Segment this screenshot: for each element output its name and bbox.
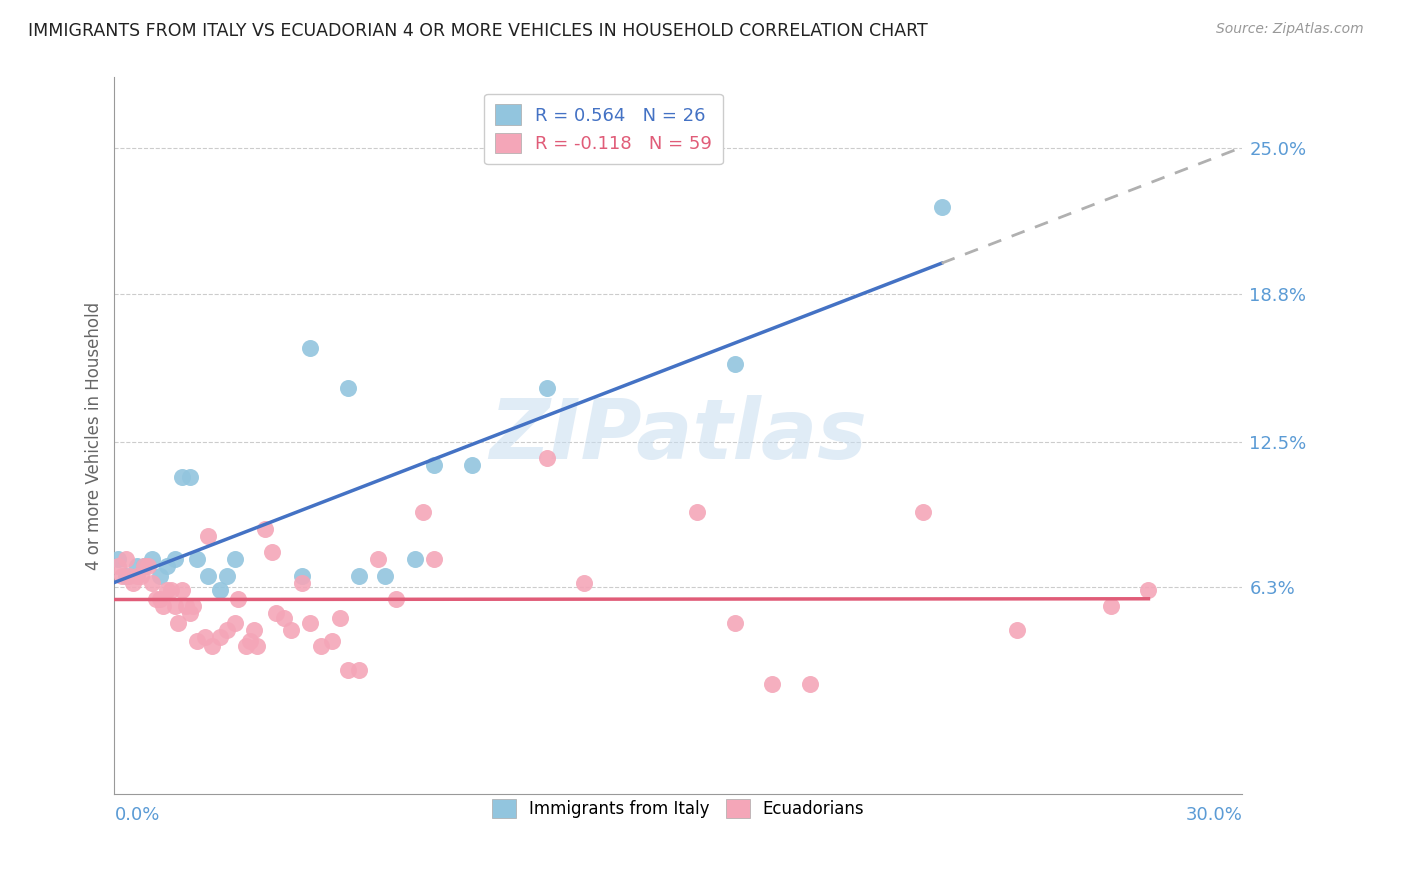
Point <box>208 582 231 597</box>
Point <box>118 568 141 582</box>
Point <box>163 599 186 613</box>
Point <box>186 634 208 648</box>
Legend: Immigrants from Italy, Ecuadorians: Immigrants from Italy, Ecuadorians <box>485 792 872 825</box>
Point <box>412 505 434 519</box>
Point <box>201 639 224 653</box>
Point <box>156 582 179 597</box>
Point <box>179 606 201 620</box>
Point <box>152 599 174 613</box>
Point <box>134 559 156 574</box>
Point <box>253 522 276 536</box>
Point <box>686 505 709 519</box>
Point <box>194 630 217 644</box>
Point <box>174 599 197 613</box>
Point <box>262 545 284 559</box>
Point <box>321 634 343 648</box>
Point <box>167 615 190 630</box>
Point <box>239 634 262 648</box>
Point <box>111 568 134 582</box>
Point <box>217 568 239 582</box>
Point <box>156 559 179 574</box>
Point <box>246 639 269 653</box>
Point <box>183 599 205 613</box>
Point <box>309 639 332 653</box>
Point <box>536 380 558 394</box>
Point <box>761 676 783 690</box>
Point <box>724 357 747 371</box>
Point <box>141 575 163 590</box>
Point <box>148 592 170 607</box>
Point <box>208 630 231 644</box>
Point <box>336 663 359 677</box>
Point <box>724 615 747 630</box>
Point <box>163 552 186 566</box>
Point <box>911 505 934 519</box>
Point <box>228 592 250 607</box>
Point <box>347 663 370 677</box>
Point <box>1099 599 1122 613</box>
Point <box>264 606 287 620</box>
Point <box>186 552 208 566</box>
Point <box>129 568 152 582</box>
Point <box>224 615 246 630</box>
Point <box>799 676 821 690</box>
Point <box>336 380 359 394</box>
Point <box>107 559 129 574</box>
Text: ZIPatlas: ZIPatlas <box>489 395 868 476</box>
Point <box>172 470 194 484</box>
Point <box>125 559 148 574</box>
Point <box>273 611 295 625</box>
Point <box>125 568 148 582</box>
Point <box>931 200 953 214</box>
Point <box>423 458 446 472</box>
Point <box>536 451 558 466</box>
Point <box>329 611 352 625</box>
Point <box>291 575 314 590</box>
Point <box>298 341 321 355</box>
Point <box>197 528 219 542</box>
Text: IMMIGRANTS FROM ITALY VS ECUADORIAN 4 OR MORE VEHICLES IN HOUSEHOLD CORRELATION : IMMIGRANTS FROM ITALY VS ECUADORIAN 4 OR… <box>28 22 928 40</box>
Point <box>134 559 156 574</box>
Point <box>224 552 246 566</box>
Text: 0.0%: 0.0% <box>114 805 160 824</box>
Y-axis label: 4 or more Vehicles in Household: 4 or more Vehicles in Household <box>86 301 103 570</box>
Point <box>385 592 408 607</box>
Point <box>145 592 167 607</box>
Point <box>404 552 426 566</box>
Point <box>141 552 163 566</box>
Point <box>114 552 136 566</box>
Point <box>291 568 314 582</box>
Point <box>114 568 136 582</box>
Point <box>423 552 446 566</box>
Point <box>460 458 482 472</box>
Point <box>107 552 129 566</box>
Point <box>122 575 145 590</box>
Point <box>242 623 264 637</box>
Point <box>148 568 170 582</box>
Point <box>298 615 321 630</box>
Point <box>159 582 181 597</box>
Point <box>136 559 159 574</box>
Point <box>574 575 596 590</box>
Point <box>280 623 302 637</box>
Point <box>235 639 257 653</box>
Point <box>1137 582 1160 597</box>
Point <box>197 568 219 582</box>
Point <box>347 568 370 582</box>
Text: 30.0%: 30.0% <box>1185 805 1243 824</box>
Point <box>217 623 239 637</box>
Point <box>374 568 396 582</box>
Point <box>367 552 389 566</box>
Point <box>179 470 201 484</box>
Point <box>172 582 194 597</box>
Text: Source: ZipAtlas.com: Source: ZipAtlas.com <box>1216 22 1364 37</box>
Point <box>1005 623 1028 637</box>
